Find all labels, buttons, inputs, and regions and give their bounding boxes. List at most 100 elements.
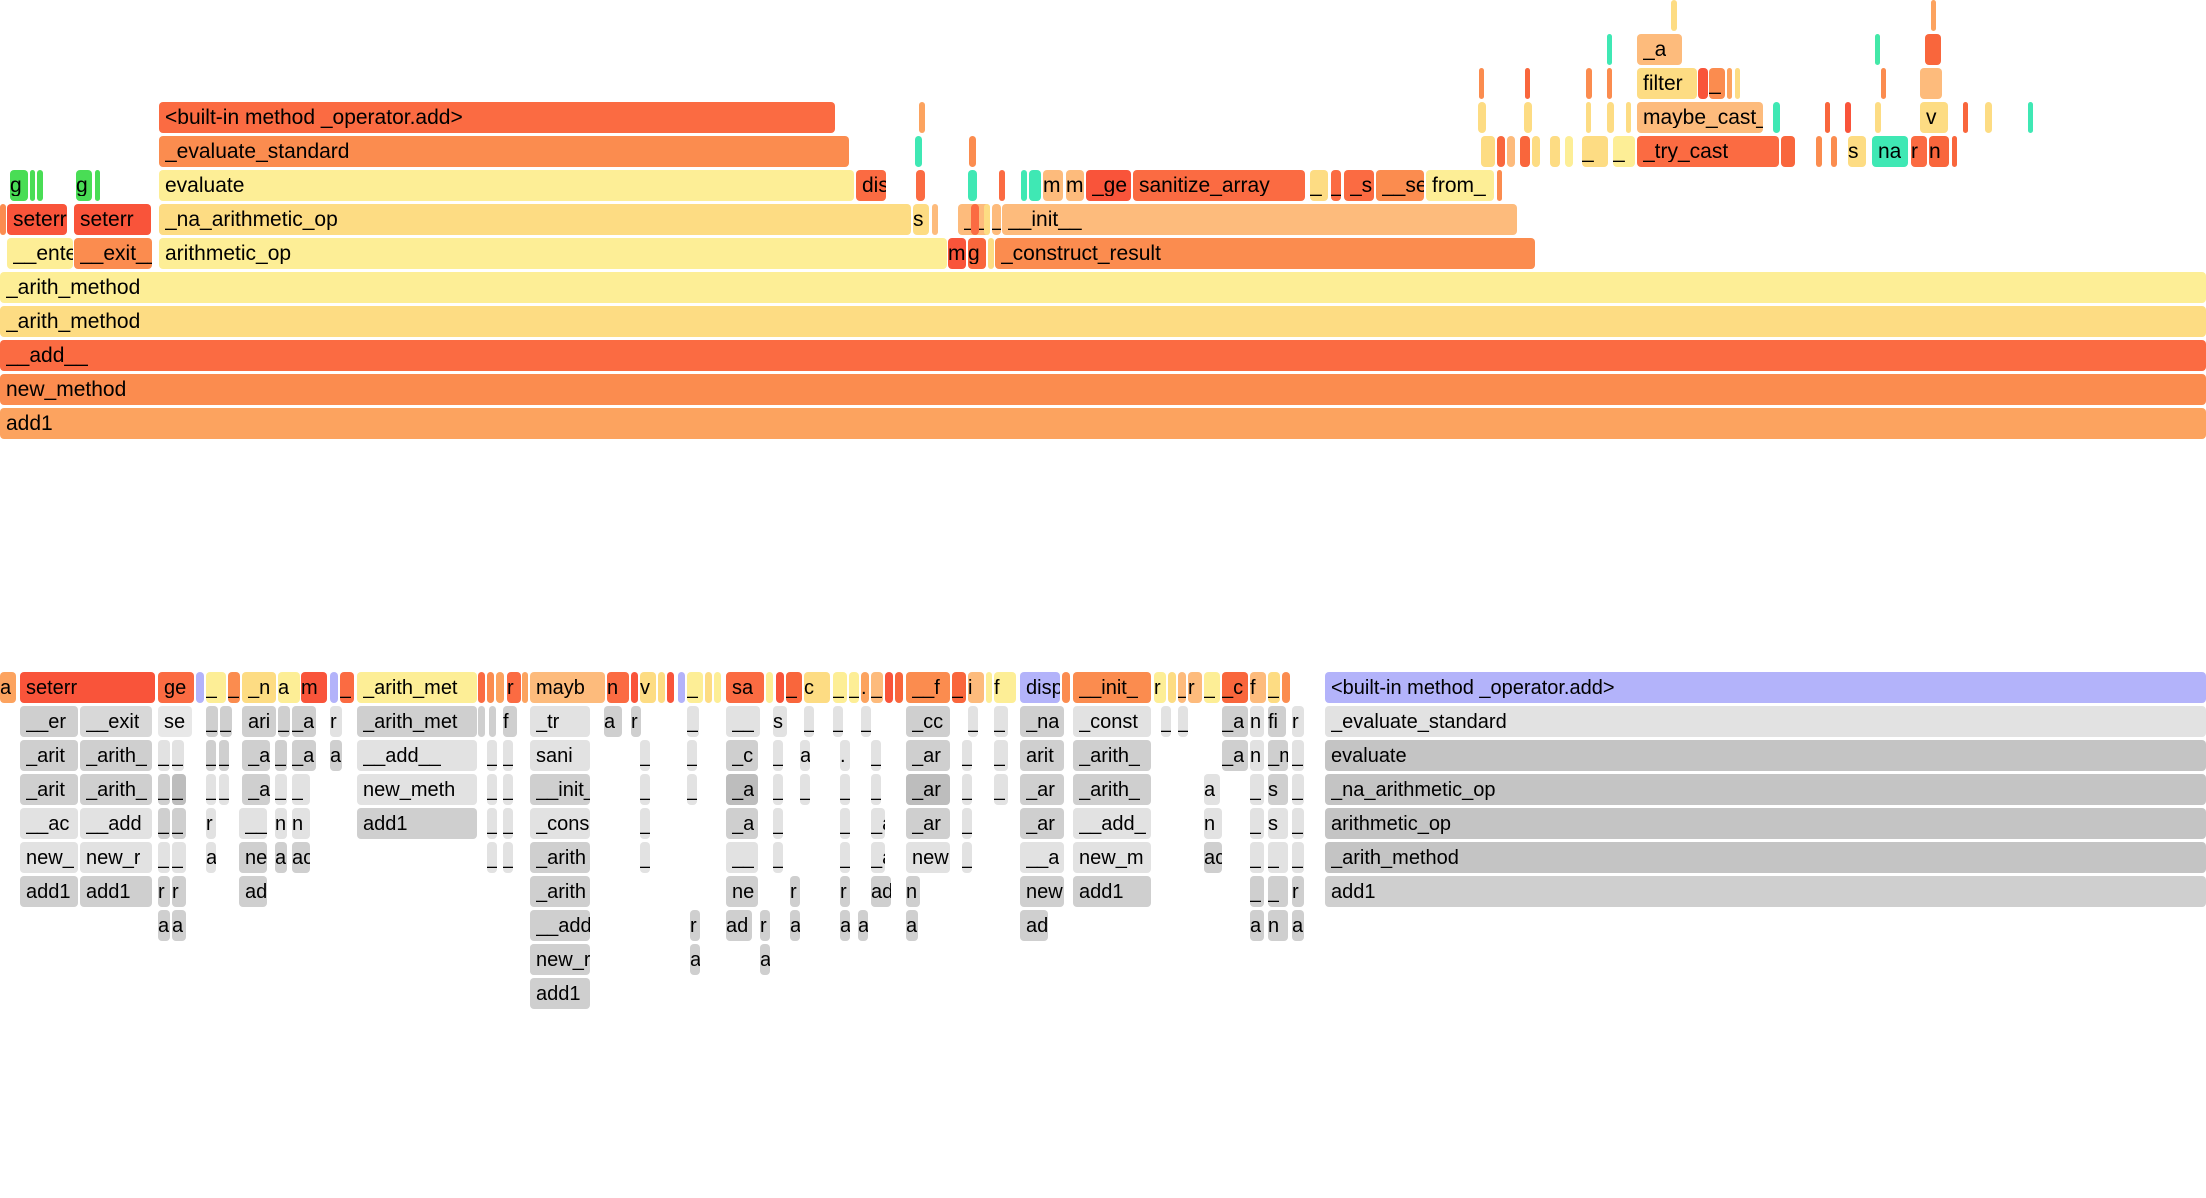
flame-frame[interactable]: _ (206, 672, 226, 703)
flame-frame[interactable]: _a (242, 774, 270, 805)
flame-frame[interactable]: filter (1637, 68, 1697, 99)
flame-frame[interactable]: _ (962, 842, 972, 873)
flame-frame[interactable] (932, 204, 938, 235)
flame-frame[interactable]: _arit (20, 774, 78, 805)
flame-frame[interactable]: evaluate (159, 170, 854, 201)
flame-frame[interactable]: new (906, 842, 950, 873)
flame-frame[interactable]: _arith (530, 876, 590, 907)
flame-frame[interactable]: r (330, 706, 342, 737)
flame-frame[interactable]: __add_ (1073, 808, 1151, 839)
flame-frame[interactable]: a (604, 706, 622, 737)
flame-frame[interactable] (1586, 102, 1591, 133)
flame-frame[interactable] (330, 672, 338, 703)
flame-frame[interactable]: _ (1250, 876, 1264, 907)
flame-frame[interactable]: _ (1268, 842, 1288, 873)
flame-frame[interactable]: a (275, 842, 287, 873)
flame-frame[interactable] (1985, 102, 1992, 133)
flame-frame[interactable]: __ (239, 808, 267, 839)
flame-frame[interactable]: r (507, 672, 521, 703)
flame-frame[interactable] (1881, 68, 1886, 99)
flame-frame[interactable] (1845, 102, 1851, 133)
flame-frame[interactable] (895, 672, 903, 703)
flame-frame[interactable]: _arith_ (80, 774, 152, 805)
flame-frame[interactable]: m (948, 238, 966, 269)
flame-frame[interactable]: _ (1292, 808, 1304, 839)
flame-frame[interactable]: add1 (530, 978, 590, 1009)
flame-frame[interactable]: _ (861, 706, 871, 737)
flame-frame[interactable]: _const (1073, 706, 1151, 737)
flame-frame[interactable]: _ (962, 740, 972, 771)
flame-frame[interactable] (984, 204, 990, 235)
flame-frame[interactable]: _ (220, 706, 232, 737)
flame-frame[interactable] (705, 672, 712, 703)
flame-frame[interactable]: ne (239, 842, 267, 873)
flame-frame[interactable]: __exit (80, 706, 152, 737)
flame-frame[interactable] (1920, 68, 1942, 99)
flame-frame[interactable] (1168, 672, 1176, 703)
flame-frame[interactable]: n (607, 672, 629, 703)
flame-frame[interactable]: _ (1709, 68, 1725, 99)
flame-frame[interactable]: disp (856, 170, 886, 201)
flame-frame[interactable]: r (1292, 876, 1304, 907)
flame-frame[interactable]: __ (726, 842, 758, 873)
flame-frame[interactable] (522, 672, 528, 703)
flame-frame[interactable] (1497, 170, 1502, 201)
flame-frame[interactable]: a (278, 672, 300, 703)
flame-frame[interactable]: _ar (1020, 774, 1064, 805)
flame-frame[interactable]: r (1911, 136, 1927, 167)
flame-frame[interactable] (1478, 102, 1486, 133)
flame-frame[interactable]: a (800, 740, 810, 771)
flame-frame[interactable]: _ (687, 774, 697, 805)
flame-frame[interactable]: _arith (530, 842, 590, 873)
flame-frame[interactable]: _ (1250, 808, 1264, 839)
flame-frame[interactable]: __init__ (1002, 204, 1517, 235)
flame-frame[interactable]: _ (992, 204, 1001, 235)
flame-frame[interactable]: _cc (906, 706, 950, 737)
flame-frame[interactable]: _ (503, 808, 513, 839)
flame-frame[interactable]: r (206, 808, 216, 839)
flame-frame[interactable]: _arith_method (0, 272, 2206, 303)
flame-frame[interactable]: _arith_ (1073, 740, 1151, 771)
flame-frame[interactable]: _arith_method (0, 306, 2206, 337)
flame-frame[interactable] (1963, 102, 1968, 133)
flame-frame[interactable]: __add__ (357, 740, 477, 771)
flame-frame[interactable] (1532, 136, 1540, 167)
flame-frame[interactable]: _ (1250, 774, 1264, 805)
flame-frame[interactable] (1481, 136, 1495, 167)
callees-icicle-chart[interactable]: aseterrge___nam__arith_metrmaybnv_sa_c__… (0, 672, 2206, 1198)
flame-frame[interactable]: _ (640, 774, 650, 805)
flame-frame[interactable]: _ (1178, 672, 1186, 703)
flame-frame[interactable]: _ (840, 842, 850, 873)
flame-frame[interactable] (1727, 68, 1732, 99)
flame-frame[interactable] (489, 706, 496, 737)
flame-frame[interactable]: _tr (530, 706, 590, 737)
flame-frame[interactable]: _a (292, 706, 316, 737)
flame-frame[interactable]: _ (1161, 706, 1171, 737)
flame-frame[interactable]: _try_cast (1637, 136, 1779, 167)
flame-frame[interactable]: <built-in method _operator.add> (159, 102, 835, 133)
flame-frame[interactable]: _ (1292, 774, 1304, 805)
flame-frame[interactable] (714, 672, 721, 703)
flame-frame[interactable]: . (861, 672, 869, 703)
flame-frame[interactable]: ac (1204, 842, 1222, 873)
flame-frame[interactable]: _construct_result (995, 238, 1535, 269)
flame-frame[interactable]: _ (962, 774, 972, 805)
flame-frame[interactable]: _ (158, 740, 170, 771)
flame-frame[interactable]: _ (833, 672, 847, 703)
flame-frame[interactable]: _ (1292, 842, 1304, 873)
callers-flame-chart[interactable]: _a filter _ <built-in method _operator.add>… (0, 0, 2206, 640)
flame-frame[interactable]: _ (1582, 136, 1608, 167)
flame-frame[interactable]: new_r (80, 842, 152, 873)
flame-frame[interactable]: __a (1020, 842, 1064, 873)
flame-frame[interactable]: _ (994, 740, 1008, 771)
flame-frame[interactable]: a (906, 910, 918, 941)
flame-frame[interactable]: _ (172, 740, 184, 771)
flame-frame[interactable]: _ (994, 706, 1008, 737)
flame-frame[interactable]: __f (906, 672, 950, 703)
flame-frame[interactable]: new_r (530, 944, 590, 975)
flame-frame[interactable] (1925, 34, 1941, 65)
flame-frame[interactable] (1021, 170, 1027, 201)
flame-frame[interactable]: a (760, 944, 770, 975)
flame-frame[interactable]: _ (994, 774, 1008, 805)
flame-frame[interactable]: g (968, 238, 986, 269)
